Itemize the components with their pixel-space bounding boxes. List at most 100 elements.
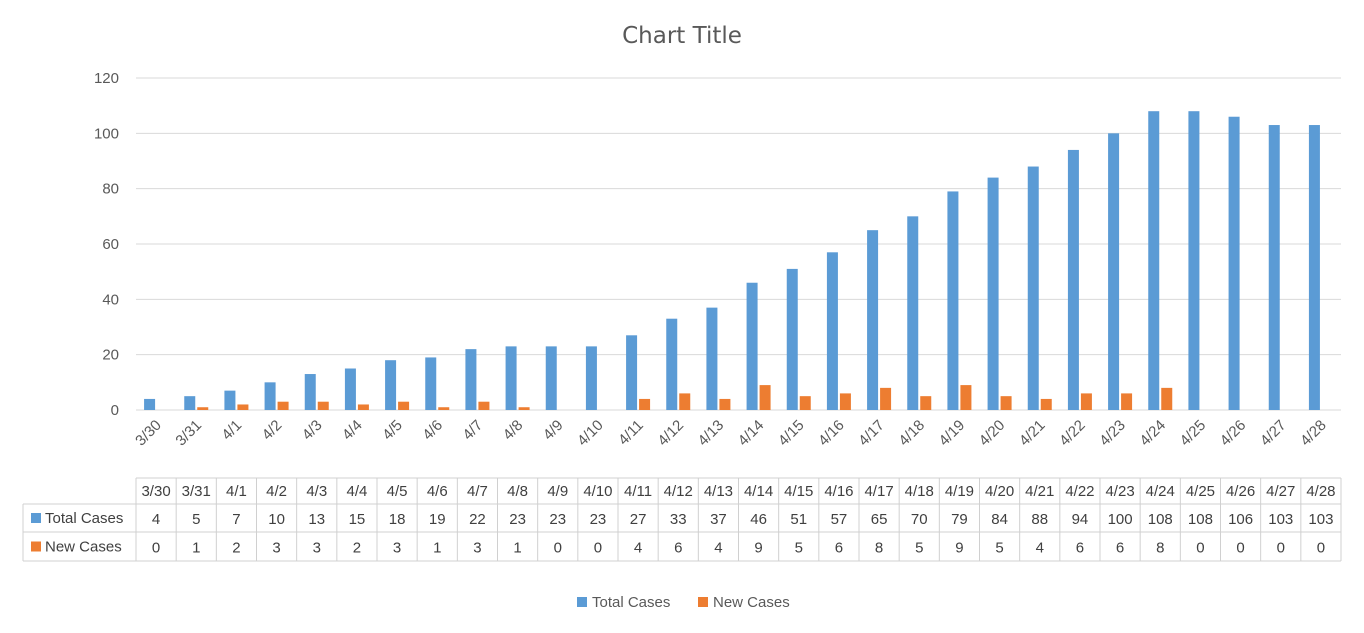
gridlines bbox=[136, 77, 1341, 411]
bar-total-cases bbox=[1308, 125, 1320, 411]
table-cell: 13 bbox=[308, 511, 325, 528]
x-tick-label: 4/5 bbox=[379, 417, 406, 444]
x-tick-label: 4/22 bbox=[1056, 417, 1089, 450]
table-cell: 5 bbox=[995, 540, 1003, 557]
bar-total-cases bbox=[264, 382, 276, 410]
x-tick-label: 4/18 bbox=[895, 417, 928, 450]
table-cell: 65 bbox=[871, 511, 888, 528]
table-cell: 5 bbox=[192, 511, 200, 528]
table-cell: 5 bbox=[915, 540, 923, 557]
table-header-cell: 4/7 bbox=[467, 483, 488, 500]
legend-key bbox=[577, 597, 587, 607]
table-header-cell: 4/28 bbox=[1306, 483, 1335, 500]
legend-label: Total Cases bbox=[592, 594, 670, 611]
table-header-cell: 4/27 bbox=[1266, 483, 1295, 500]
x-tick-label: 4/6 bbox=[419, 417, 446, 444]
table-cell: 100 bbox=[1108, 511, 1133, 528]
bar-total-cases bbox=[746, 282, 758, 410]
bar-new-cases bbox=[277, 401, 289, 410]
table-cell: 0 bbox=[594, 540, 602, 557]
table-header-cell: 4/23 bbox=[1105, 483, 1134, 500]
table-cell: 6 bbox=[835, 540, 843, 557]
x-tick-label: 4/20 bbox=[976, 417, 1009, 450]
table-cell: 0 bbox=[152, 540, 160, 557]
table-header-cell: 4/5 bbox=[387, 483, 408, 500]
table-cell: 0 bbox=[1196, 540, 1204, 557]
table-cell: 33 bbox=[670, 511, 687, 528]
table-cell: 51 bbox=[790, 511, 807, 528]
x-tick-label: 4/3 bbox=[299, 417, 326, 444]
bar-total-cases bbox=[626, 335, 638, 410]
bar-new-cases bbox=[518, 407, 530, 410]
y-axis-ticks: 0 20 40 60 80 100 120 bbox=[94, 70, 119, 419]
table-cell: 108 bbox=[1188, 511, 1213, 528]
table-cell: 23 bbox=[549, 511, 566, 528]
table-cell: 6 bbox=[674, 540, 682, 557]
table-header-cell: 4/4 bbox=[346, 483, 367, 500]
bar-total-cases bbox=[1268, 125, 1280, 411]
table-cell: 1 bbox=[433, 540, 441, 557]
bar-total-cases bbox=[545, 346, 557, 410]
bar-total-cases bbox=[144, 398, 156, 410]
table-cell: 6 bbox=[1076, 540, 1084, 557]
table-cell: 23 bbox=[590, 511, 607, 528]
bar-new-cases bbox=[1161, 387, 1173, 410]
bar-new-cases bbox=[1040, 398, 1052, 410]
table-header-cell: 4/24 bbox=[1146, 483, 1175, 500]
y-tick-label: 0 bbox=[111, 402, 119, 419]
x-tick-label: 4/7 bbox=[459, 417, 486, 444]
table-cell: 103 bbox=[1268, 511, 1293, 528]
x-tick-label: 4/14 bbox=[735, 417, 768, 450]
table-cell: 1 bbox=[513, 540, 521, 557]
table-header-cell: 4/16 bbox=[824, 483, 853, 500]
bar-total-cases bbox=[1108, 133, 1120, 411]
bar-total-cases bbox=[224, 390, 236, 410]
chart-title: Chart Title bbox=[622, 23, 742, 49]
x-tick-label: 4/8 bbox=[500, 417, 527, 444]
legend-key bbox=[698, 597, 708, 607]
table-cell: 9 bbox=[754, 540, 762, 557]
bar-new-cases bbox=[759, 385, 771, 410]
table-header-cell: 4/9 bbox=[547, 483, 568, 500]
table-cell: 70 bbox=[911, 511, 928, 528]
table-cell: 8 bbox=[875, 540, 883, 557]
data-table: 3/30 3/31 4/1 4/2 4/3 4/4 4/5 4/6 4/7 4/8 4/9 4/10 4… bbox=[22, 477, 1342, 562]
table-header-cell: 4/6 bbox=[427, 483, 448, 500]
bar-total-cases bbox=[987, 177, 999, 410]
x-tick-label: 4/24 bbox=[1136, 417, 1169, 450]
table-cell: 2 bbox=[353, 540, 361, 557]
bar-new-cases bbox=[317, 401, 329, 410]
table-cell: 103 bbox=[1308, 511, 1333, 528]
bar-new-cases bbox=[478, 401, 490, 410]
bar-total-cases bbox=[1027, 166, 1039, 410]
bar-new-cases bbox=[719, 398, 731, 410]
table-cell: 37 bbox=[710, 511, 727, 528]
bar-new-cases bbox=[438, 407, 450, 410]
table-cell: 108 bbox=[1148, 511, 1173, 528]
table-cell: 2 bbox=[232, 540, 240, 557]
x-tick-label: 4/23 bbox=[1096, 417, 1129, 450]
y-tick-label: 20 bbox=[102, 347, 119, 364]
table-header-cell: 4/18 bbox=[905, 483, 934, 500]
table-header-cell: 4/13 bbox=[704, 483, 733, 500]
x-tick-label: 4/19 bbox=[936, 417, 969, 450]
table-cell: 4 bbox=[714, 540, 722, 557]
bar-total-cases bbox=[1067, 149, 1079, 410]
bar-total-cases bbox=[1228, 116, 1240, 410]
table-cell: 23 bbox=[509, 511, 526, 528]
bar-total-cases bbox=[505, 346, 517, 410]
table-cell: 27 bbox=[630, 511, 647, 528]
bar-total-cases bbox=[947, 191, 959, 410]
x-tick-label: 4/25 bbox=[1177, 417, 1210, 450]
bar-new-cases bbox=[237, 404, 249, 410]
table-cell: 19 bbox=[429, 511, 446, 528]
table-header-cell: 4/21 bbox=[1025, 483, 1054, 500]
y-tick-label: 120 bbox=[94, 70, 119, 87]
bar-total-cases bbox=[344, 368, 356, 410]
table-header-cell: 4/19 bbox=[945, 483, 974, 500]
y-tick-label: 100 bbox=[94, 125, 119, 142]
table-cell: 7 bbox=[232, 511, 240, 528]
x-tick-label: 4/17 bbox=[855, 417, 888, 450]
table-cell: 3 bbox=[272, 540, 280, 557]
table-cell: 10 bbox=[268, 511, 285, 528]
